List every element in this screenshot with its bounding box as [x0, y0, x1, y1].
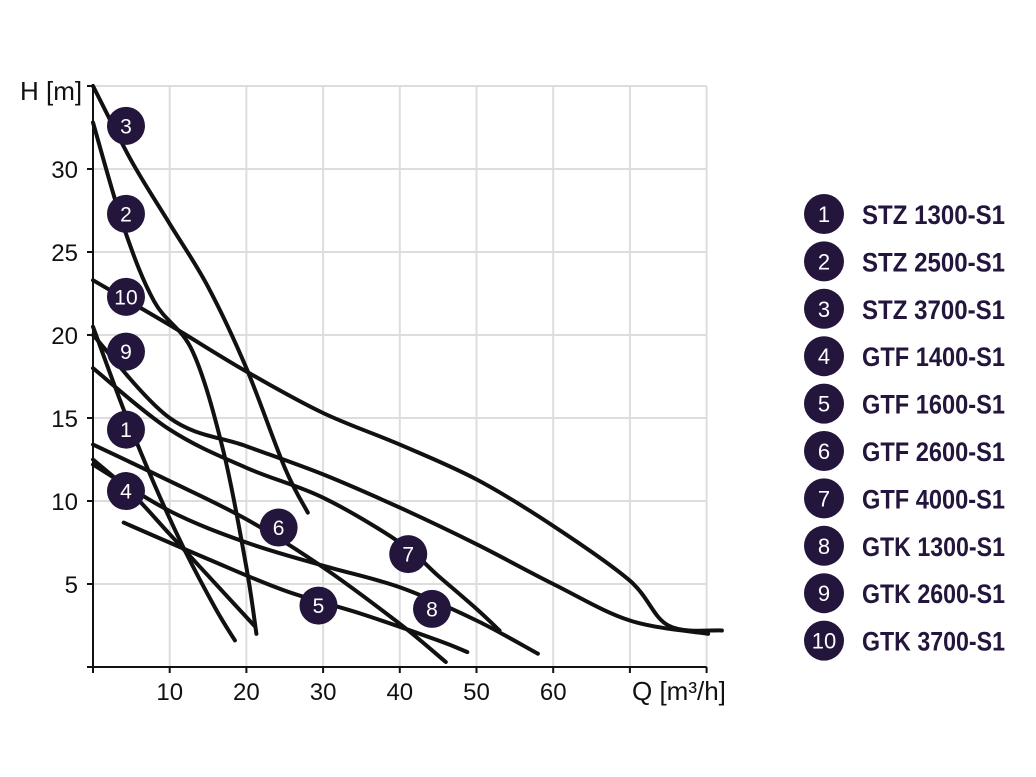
legend-badge	[804, 431, 844, 471]
series-marker-circle	[106, 332, 145, 371]
y-tick-label: 30	[51, 157, 78, 184]
series-marker-circle	[106, 277, 145, 316]
series-curves	[91, 84, 724, 664]
series-marker-label: 8	[426, 598, 438, 621]
series-marker-circle	[299, 586, 338, 625]
legend-badge-number: 7	[818, 486, 830, 511]
series-marker-label: 1	[120, 419, 132, 442]
legend-badge	[804, 336, 844, 377]
legend-badge	[804, 241, 844, 282]
x-tick-label: 20	[233, 679, 260, 706]
legend-entry-6: 6 GTF 2600-S1	[804, 431, 1005, 471]
x-tick-label: 30	[310, 679, 337, 706]
x-axis-label: Q [m³/h]	[632, 676, 726, 706]
legend-entry-4: 4 GTF 1400-S1	[804, 336, 1005, 377]
legend-badge	[804, 525, 844, 566]
legend-label: GTF 1400-S1	[862, 342, 1005, 372]
legend-badge-number: 4	[818, 344, 830, 369]
series-marker-circle	[389, 535, 428, 574]
legend-label: STZ 3700-S1	[862, 295, 1005, 325]
x-tick-label: 50	[463, 679, 490, 706]
series-marker-circle	[259, 508, 298, 547]
series-marker-2: 2	[106, 194, 145, 233]
series-marker-1: 1	[106, 410, 145, 449]
grid	[93, 85, 708, 667]
series-marker-7: 7	[389, 535, 428, 574]
x-tick-label: 40	[386, 679, 413, 706]
series-marker-label: 4	[120, 481, 132, 504]
series-marker-circle	[106, 472, 145, 511]
y-tick-label: 15	[51, 406, 78, 433]
series-marker-4: 4	[106, 472, 145, 511]
series-marker-6: 6	[259, 508, 298, 547]
series-line-7	[91, 366, 502, 633]
legend-label: STZ 2500-S1	[862, 247, 1005, 277]
legend-entry-10: 10 GTK 3700-S1	[804, 620, 1005, 661]
legend-badge	[804, 383, 844, 424]
series-marker-9: 9	[106, 332, 145, 371]
series-markers: 1 2 3 4 5 6 7 8 9 10	[106, 106, 452, 628]
series-marker-label: 9	[120, 341, 132, 364]
series-marker-circle	[413, 589, 452, 628]
axes	[87, 84, 708, 673]
legend-badge-number: 2	[818, 249, 830, 274]
legend-badge	[804, 288, 844, 329]
legend: 1 STZ 1300-S1 2 STZ 2500-S1 3 STZ 3700-S1 4 GTF…	[804, 194, 1005, 661]
legend-badge-number: 3	[818, 297, 830, 322]
y-tick-label: 5	[65, 572, 78, 599]
series-marker-circle	[106, 106, 145, 145]
y-tick-label: 20	[51, 323, 78, 350]
legend-label: GTK 1300-S1	[862, 532, 1005, 562]
series-marker-5: 5	[299, 586, 338, 625]
legend-badge-number: 6	[818, 439, 830, 464]
series-marker-label: 2	[120, 203, 132, 226]
series-marker-label: 5	[313, 595, 325, 618]
legend-label: GTK 3700-S1	[862, 627, 1005, 657]
legend-badge-number: 5	[818, 392, 830, 417]
y-tick-label: 10	[51, 489, 78, 516]
x-tick-label: 60	[540, 679, 567, 706]
legend-badge-number: 10	[812, 629, 836, 654]
legend-badge	[804, 620, 844, 661]
series-line-10	[91, 278, 724, 633]
series-line-9	[91, 333, 711, 636]
series-marker-label: 6	[273, 517, 285, 540]
legend-entry-7: 7 GTF 4000-S1	[804, 478, 1005, 519]
legend-badge	[804, 478, 844, 519]
legend-label: GTF 2600-S1	[862, 437, 1005, 467]
series-marker-3: 3	[106, 106, 145, 145]
legend-entry-2: 2 STZ 2500-S1	[804, 241, 1005, 282]
series-marker-label: 3	[120, 115, 132, 138]
series-marker-8: 8	[413, 589, 452, 628]
legend-badge	[804, 573, 844, 614]
x-tick-label: 10	[156, 679, 183, 706]
legend-badge-number: 1	[818, 202, 830, 227]
series-marker-label: 10	[114, 286, 137, 309]
legend-label: STZ 1300-S1	[862, 200, 1005, 230]
legend-entry-3: 3 STZ 3700-S1	[804, 288, 1005, 329]
legend-label: GTF 1600-S1	[862, 390, 1005, 420]
legend-entry-5: 5 GTF 1600-S1	[804, 383, 1005, 424]
series-marker-circle	[106, 410, 145, 449]
legend-label: GTK 2600-S1	[862, 579, 1005, 609]
legend-badge	[804, 194, 844, 234]
series-line-3	[91, 84, 310, 515]
y-tick-label: 25	[51, 240, 78, 267]
y-axis-label: H [m]	[20, 76, 82, 106]
legend-entry-1: 1 STZ 1300-S1	[804, 194, 1005, 234]
legend-badge-number: 9	[818, 581, 830, 606]
legend-entry-9: 9 GTK 2600-S1	[804, 573, 1005, 614]
legend-entry-8: 8 GTK 1300-S1	[804, 525, 1005, 566]
series-line-8	[91, 462, 540, 656]
series-marker-label: 7	[402, 544, 414, 567]
legend-badge-number: 8	[818, 534, 830, 559]
series-marker-10: 10	[106, 277, 145, 316]
legend-label: GTF 4000-S1	[862, 484, 1005, 514]
series-marker-circle	[106, 194, 145, 233]
